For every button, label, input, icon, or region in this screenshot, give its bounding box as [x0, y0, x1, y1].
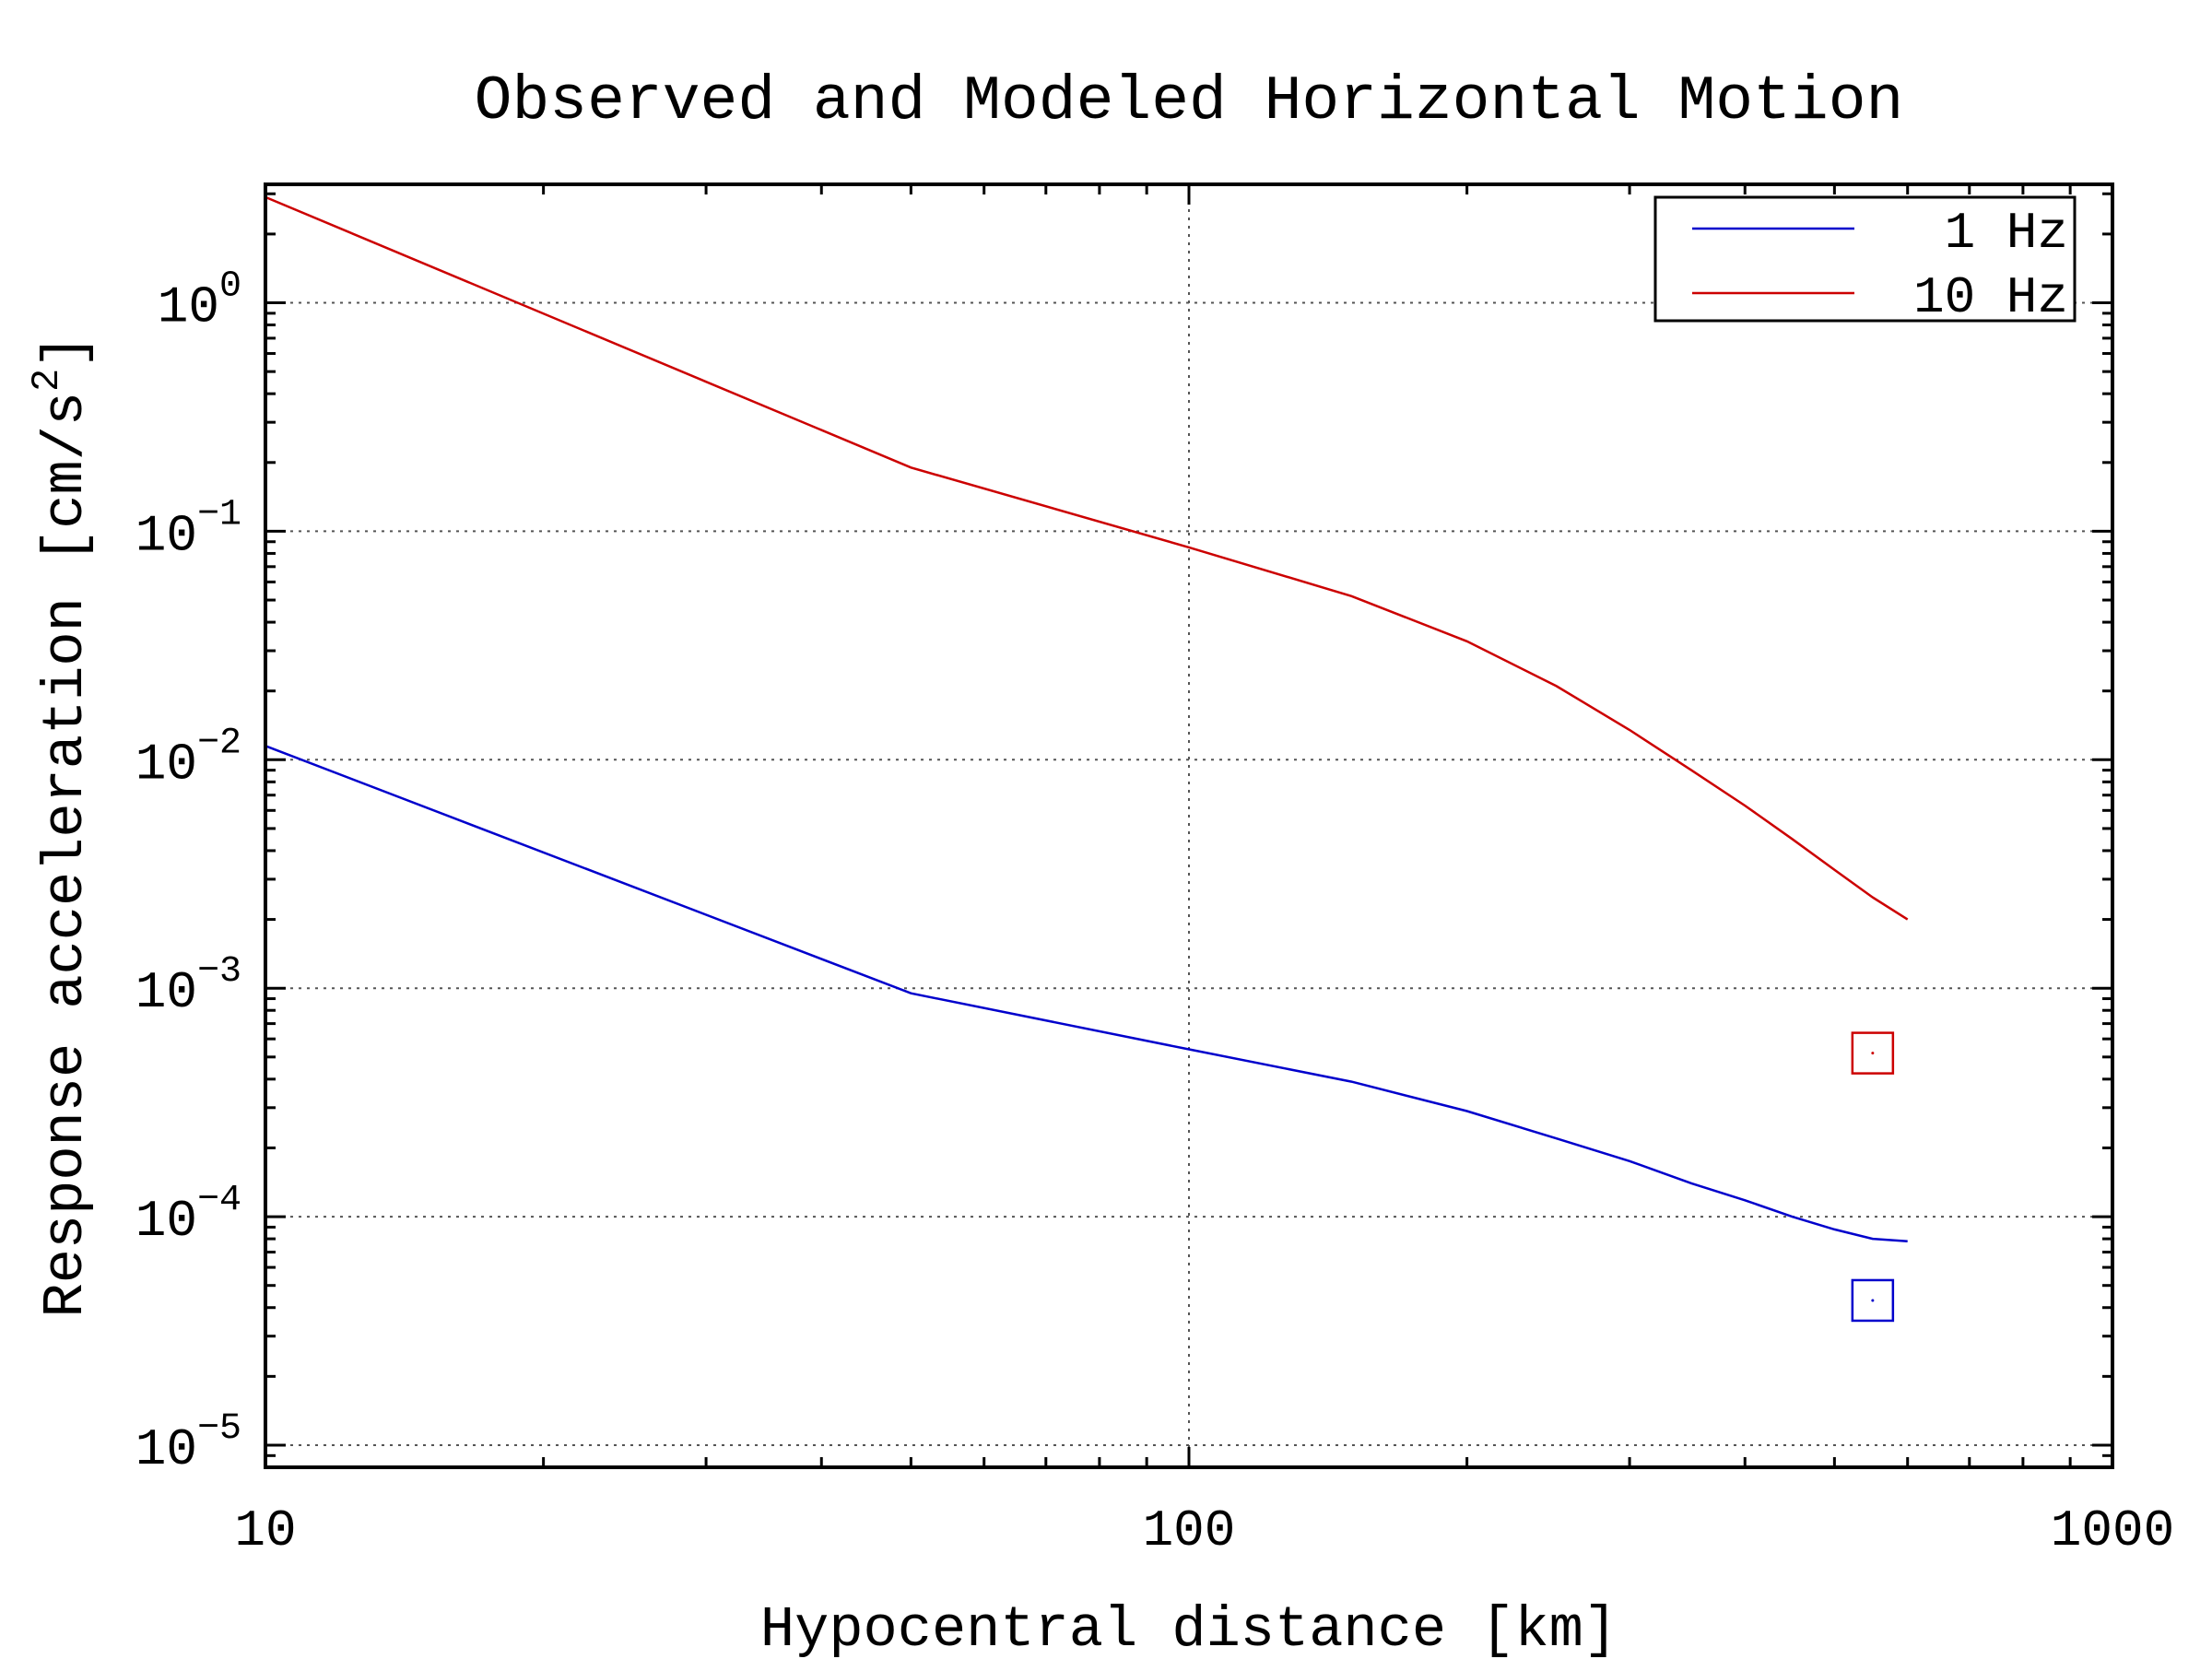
- legend-box: [1653, 195, 2077, 323]
- y-tick-label: 10−2: [135, 723, 241, 794]
- y-tick-label: 10−1: [135, 494, 241, 565]
- grid-lines: [265, 184, 2112, 1467]
- x-tick-labels: 10 100 1000: [234, 1501, 2174, 1560]
- legend-label-10-hz: 10 Hz: [1913, 268, 2068, 327]
- y-tick-label: 100: [158, 266, 241, 337]
- observed-points-layer: [1851, 1031, 1895, 1323]
- series-layer: [265, 195, 1909, 1243]
- x-tick-label: 10: [234, 1501, 296, 1560]
- y-axis-label: Response acceleration [cm/s2]: [25, 334, 99, 1317]
- observed-point-10-hz: [1851, 1031, 1895, 1075]
- x-axis-label: Hypocentral distance [km]: [760, 1597, 1618, 1659]
- x-tick-label: 1000: [2051, 1501, 2174, 1560]
- axis-ticks: [264, 184, 2114, 1469]
- observed-point-center-1-hz: [1871, 1299, 1875, 1302]
- observed-point-center-10-hz: [1871, 1052, 1875, 1055]
- series-line-10-hz: [265, 195, 1909, 921]
- y-tick-labels: 10−5 10−4 10−3 10−2 10−1 100: [135, 266, 241, 1479]
- chart-title: Observed and Modeled Horizontal Motion: [475, 66, 1904, 137]
- legend-label-1-hz: 1 Hz: [1945, 204, 2068, 263]
- x-tick-label: 100: [1143, 1501, 1236, 1560]
- observed-point-1-hz: [1851, 1278, 1895, 1323]
- series-line-1-hz: [265, 745, 1908, 1243]
- y-tick-label: 10−3: [135, 951, 241, 1022]
- y-tick-label: 10−5: [135, 1408, 241, 1479]
- y-tick-label: 10−4: [135, 1180, 241, 1251]
